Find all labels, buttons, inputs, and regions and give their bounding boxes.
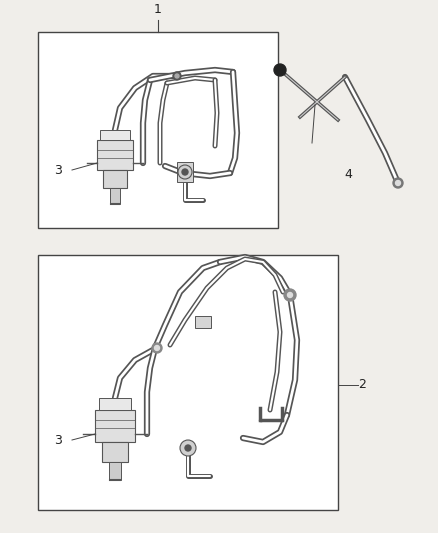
Text: 4: 4 (344, 168, 352, 181)
Bar (109, 462, 121, 480)
Bar (99, 398, 131, 410)
Circle shape (178, 165, 192, 179)
Bar (100, 130, 130, 140)
Bar (195, 316, 211, 328)
Circle shape (182, 169, 188, 175)
Bar (103, 170, 127, 188)
Bar (38, 255, 338, 510)
Circle shape (393, 178, 403, 188)
Bar (102, 442, 128, 462)
Circle shape (180, 440, 196, 456)
Text: 2: 2 (358, 378, 366, 392)
Circle shape (175, 74, 179, 78)
Bar (110, 188, 120, 204)
Text: 1: 1 (154, 3, 162, 16)
Bar (177, 162, 193, 182)
Circle shape (274, 64, 286, 76)
Circle shape (152, 343, 162, 353)
Circle shape (173, 72, 181, 80)
Text: 3: 3 (54, 164, 62, 176)
Text: 3: 3 (54, 433, 62, 447)
Circle shape (155, 345, 159, 351)
Circle shape (185, 445, 191, 451)
Circle shape (396, 181, 400, 185)
Bar (95, 410, 135, 442)
Circle shape (287, 293, 293, 297)
Circle shape (284, 289, 296, 301)
Bar (38, 32, 278, 228)
Bar (97, 140, 133, 170)
